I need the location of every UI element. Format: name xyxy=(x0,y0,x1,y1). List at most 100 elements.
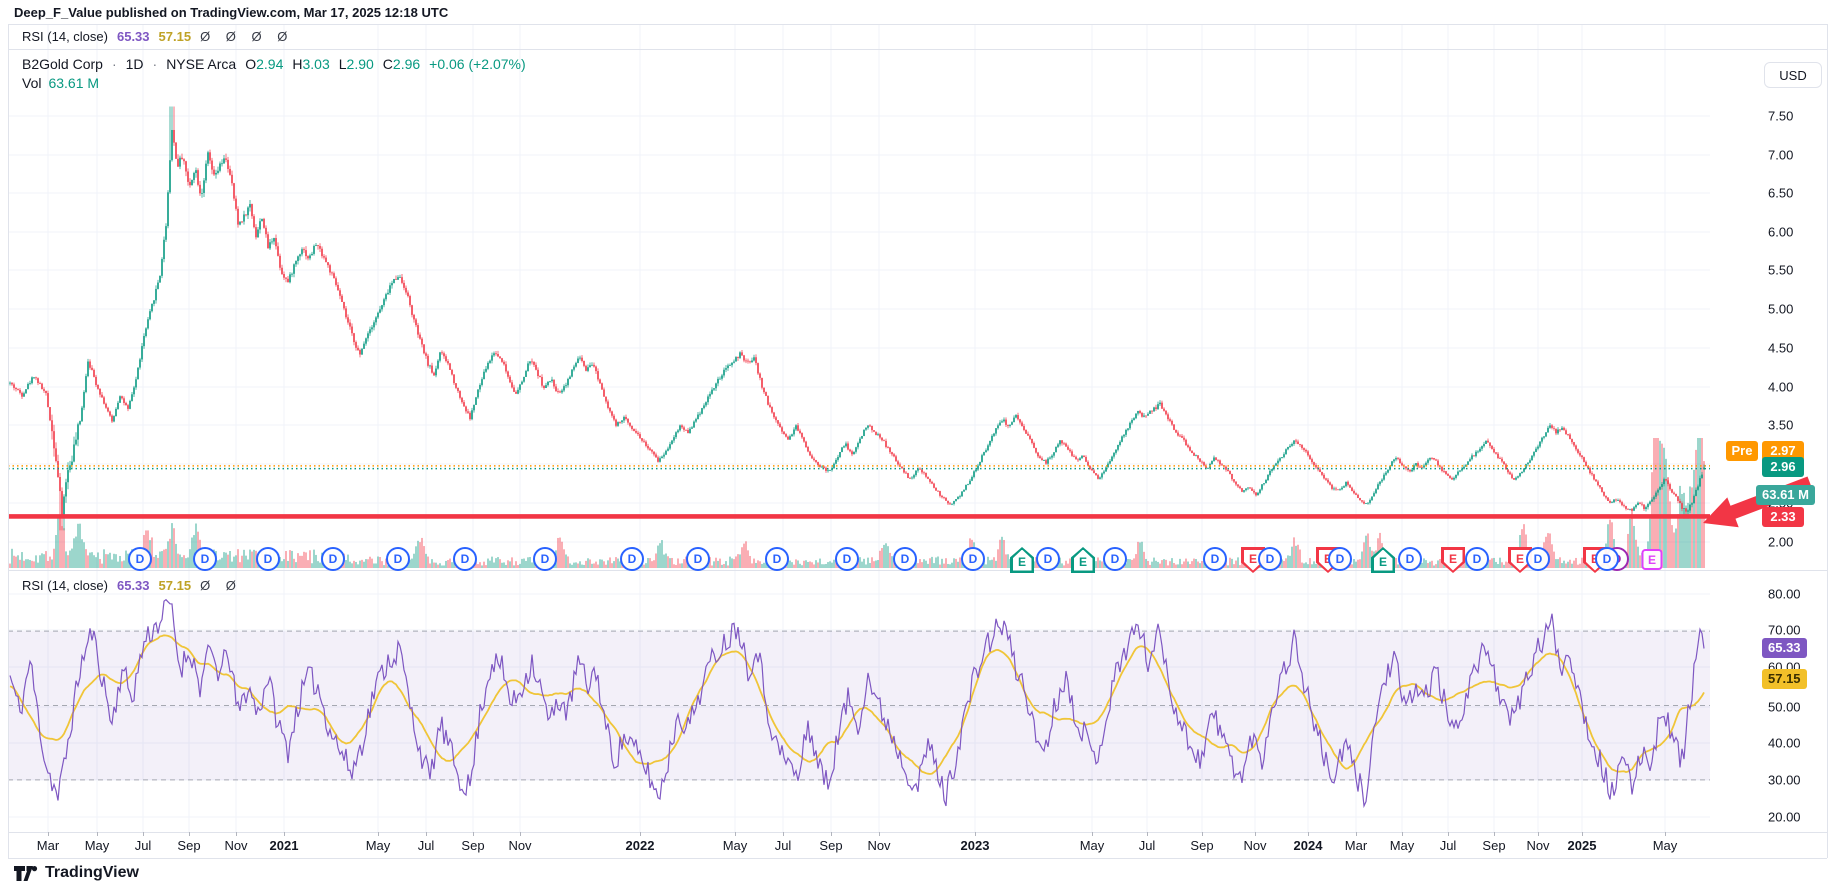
time-tick-mark xyxy=(1147,832,1148,836)
support-line xyxy=(8,514,1710,519)
time-label-May: May xyxy=(365,838,391,853)
price-tick-6.00: 6.00 xyxy=(1768,224,1794,240)
time-label-Nov: Nov xyxy=(508,838,532,853)
time-label-Jul: Jul xyxy=(417,838,435,853)
time-label-Nov: Nov xyxy=(867,838,891,853)
legend-separator: · xyxy=(152,56,158,72)
currency-button[interactable]: USD xyxy=(1764,62,1822,88)
dividend-badge[interactable]: D xyxy=(620,547,644,571)
earnings-up-badge[interactable]: E xyxy=(1371,547,1395,573)
dividend-badge[interactable]: D xyxy=(1036,547,1060,571)
rsi-tick-30.00: 30.00 xyxy=(1768,772,1801,788)
rsi-pane-ma-value: 57.15 xyxy=(158,578,192,593)
ohlc-high: H3.03 xyxy=(292,56,330,72)
dividend-badge[interactable]: D xyxy=(1465,547,1489,571)
rsi-top-value: 65.33 xyxy=(116,29,150,44)
dividend-badge[interactable]: D xyxy=(1203,547,1227,571)
dividend-badge[interactable]: D xyxy=(321,547,345,571)
time-label-Mar: Mar xyxy=(36,838,60,853)
time-tick-mark xyxy=(1494,832,1495,836)
earnings-up-badge[interactable]: E xyxy=(1010,547,1034,573)
time-tick-mark xyxy=(1402,832,1403,836)
time-label-May: May xyxy=(84,838,110,853)
rsi-pane-settings-icons[interactable]: Ø Ø xyxy=(200,578,242,593)
price-tick-7.00: 7.00 xyxy=(1768,147,1794,163)
time-tick-mark xyxy=(426,832,427,836)
time-label-Mar: Mar xyxy=(1344,838,1368,853)
rsi-strip-separator xyxy=(8,49,1827,50)
time-tick-mark xyxy=(1582,832,1583,836)
time-label-May: May xyxy=(722,838,748,853)
time-label-2025: 2025 xyxy=(1567,838,1597,853)
tradingview-logo-icon xyxy=(14,865,38,881)
price-tick-6.50: 6.50 xyxy=(1768,185,1794,201)
time-tick-mark xyxy=(1092,832,1093,836)
dividend-badge[interactable]: D xyxy=(386,547,410,571)
time-tick-mark xyxy=(879,832,880,836)
dividend-badge[interactable]: D xyxy=(686,547,710,571)
dividend-badge[interactable]: D xyxy=(1258,547,1282,571)
tradingview-logo[interactable]: TradingView xyxy=(14,864,139,882)
dividend-badge[interactable]: D xyxy=(533,547,557,571)
rsi-tick-40.00: 40.00 xyxy=(1768,735,1801,751)
time-tick-mark xyxy=(1356,832,1357,836)
time-label-Jul: Jul xyxy=(1138,838,1156,853)
dividend-badge[interactable]: D xyxy=(1328,547,1352,571)
pane-separator xyxy=(8,570,1827,571)
dividend-badge[interactable]: D xyxy=(1595,547,1619,571)
dividend-badge[interactable]: D xyxy=(453,547,477,571)
time-label-Nov: Nov xyxy=(1526,838,1550,853)
dividend-badge[interactable]: D xyxy=(128,547,152,571)
time-label-Jul: Jul xyxy=(1439,838,1457,853)
rsi-tick-50.00: 50.00 xyxy=(1768,699,1801,715)
frame-left xyxy=(8,24,9,858)
publisher-line: Deep_F_Value published on TradingView.co… xyxy=(14,5,449,20)
dividend-badge[interactable]: D xyxy=(835,547,859,571)
time-tick-mark xyxy=(473,832,474,836)
time-tick-mark xyxy=(640,832,641,836)
symbol-interval[interactable]: 1D xyxy=(125,56,144,72)
time-tick-mark xyxy=(1665,832,1666,836)
time-tick-mark xyxy=(1448,832,1449,836)
time-label-Jul: Jul xyxy=(134,838,152,853)
time-label-Sep: Sep xyxy=(1482,838,1506,853)
symbol-title[interactable]: B2Gold Corp xyxy=(22,56,103,72)
candles-layer xyxy=(9,106,1705,531)
dividend-badge[interactable]: D xyxy=(893,547,917,571)
dividend-badge[interactable]: D xyxy=(961,547,985,571)
support-badge: 2.33 xyxy=(1762,507,1804,527)
rsi-top-settings-icons[interactable]: Ø Ø Ø Ø xyxy=(200,29,294,44)
time-tick-mark xyxy=(143,832,144,836)
dividend-badge[interactable]: D xyxy=(1398,547,1422,571)
dividend-badge[interactable]: D xyxy=(1103,547,1127,571)
time-tick-mark xyxy=(189,832,190,836)
dividend-badge[interactable]: D xyxy=(256,547,280,571)
dividend-badge[interactable]: D xyxy=(1526,547,1550,571)
earnings-up-badge[interactable]: E xyxy=(1071,547,1095,573)
rsi-tick-70.00: 70.00 xyxy=(1768,622,1801,638)
rsi-top-legend-name: RSI (14, close) xyxy=(22,29,108,44)
time-label-May: May xyxy=(1389,838,1415,853)
time-label-May: May xyxy=(1079,838,1105,853)
rsi-line xyxy=(9,598,1705,809)
change-value: +0.06 (+2.07%) xyxy=(429,56,526,72)
rsi-tick-20.00: 20.00 xyxy=(1768,809,1801,825)
ohlc-low: L2.90 xyxy=(338,56,374,72)
price-tick-2.00: 2.00 xyxy=(1768,534,1794,550)
frame-top xyxy=(8,24,1827,25)
price-tick-5.00: 5.00 xyxy=(1768,301,1794,317)
dividend-badge[interactable]: D xyxy=(765,547,789,571)
earnings-upcoming-badge[interactable]: E xyxy=(1641,549,1663,570)
rsi-top-legend: RSI (14, close) 65.33 57.15 Ø Ø Ø Ø xyxy=(22,29,293,44)
volume-legend: Vol 63.61 M xyxy=(22,75,99,91)
dividend-badge[interactable]: D xyxy=(193,547,217,571)
volume-badge: 63.61 M xyxy=(1756,485,1815,505)
earnings-down-badge[interactable]: E xyxy=(1441,547,1465,573)
rsi-top-ma-value: 57.15 xyxy=(158,29,192,44)
time-label-Sep: Sep xyxy=(177,838,201,853)
time-tick-mark xyxy=(520,832,521,836)
time-tick-mark xyxy=(783,832,784,836)
time-label-2022: 2022 xyxy=(625,838,655,853)
time-tick-mark xyxy=(1538,832,1539,836)
